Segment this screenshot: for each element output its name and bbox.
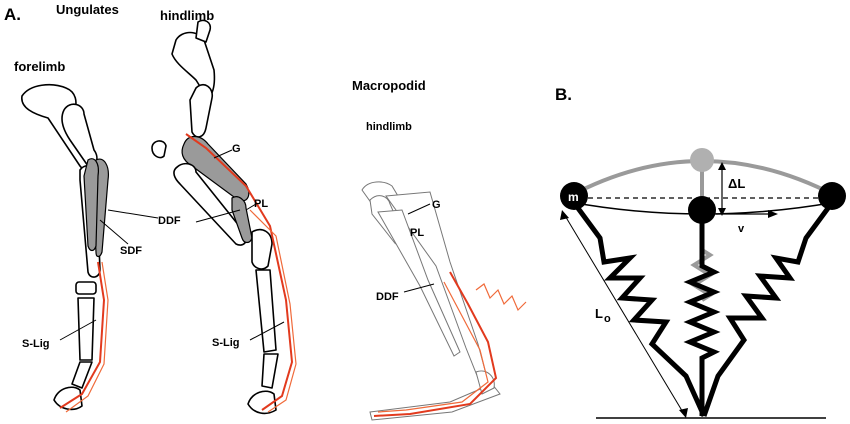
s-lig-pointer-fore — [59, 319, 97, 341]
left-mass — [560, 182, 588, 210]
panel-b-label: B. — [555, 85, 572, 104]
hock-bone — [251, 228, 273, 270]
ungulate-hindlimb — [151, 19, 297, 415]
macropodid-hindlimb-label: hindlimb — [366, 121, 412, 133]
panel-a-label: A. — [4, 5, 21, 24]
g-pointer-hind — [213, 149, 233, 159]
ungulate-forelimb — [21, 83, 109, 413]
rest-length-arrow — [563, 213, 685, 415]
macropodid-spring-symbol — [475, 283, 527, 312]
ddf-pointer-hind — [195, 209, 241, 223]
pl-pointer-hind — [245, 203, 257, 211]
middle-mass — [688, 196, 716, 224]
rest-length-label: L — [595, 306, 603, 321]
g-pointer-macro — [407, 203, 431, 215]
hindlimb-label: hindlimb — [160, 8, 214, 23]
delta-l-label: ΔL — [728, 176, 745, 191]
macropodid-tendon — [373, 271, 498, 417]
velocity-arrowhead — [768, 210, 778, 218]
rest-length-arrowhead-bottom — [679, 408, 688, 418]
g-muscle — [181, 135, 250, 202]
macropodid-title: Macropodid — [352, 78, 426, 93]
spring-mass-model: m ΔL v L o — [560, 148, 846, 419]
delta-l-arrowhead-up — [718, 162, 726, 170]
rest-length-subscript: o — [604, 313, 611, 325]
macropodid-ddf-tendon — [377, 281, 489, 413]
sdf-pointer — [99, 219, 129, 245]
delta-l-arrowhead-down — [718, 208, 726, 216]
pl-label-hind: PL — [254, 198, 268, 210]
s-lig-label-fore: S-Lig — [22, 338, 50, 350]
pastern-bone — [71, 361, 93, 389]
right-mass — [818, 182, 846, 210]
hind-pastern-bone — [261, 353, 279, 389]
hind-pl-tendon — [185, 133, 294, 411]
s-lig-pointer-hind — [249, 321, 285, 341]
ddf-pointer-fore — [107, 209, 159, 219]
patella-bone — [151, 140, 167, 159]
g-label-macro: G — [432, 199, 441, 211]
ungulates-title: Ungulates — [56, 2, 119, 17]
macropodid-fibula — [377, 209, 461, 357]
mass-label: m — [568, 190, 579, 204]
s-lig-label-hind: S-Lig — [212, 337, 240, 349]
hind-cannon-bone — [255, 269, 277, 353]
pl-label-macro: PL — [410, 227, 424, 239]
cannon-bone — [77, 297, 95, 361]
left-leg-spring — [569, 198, 707, 418]
femur-bone — [189, 83, 214, 138]
sdf-muscle — [83, 158, 99, 252]
sdf-label: SDF — [120, 245, 142, 257]
forelimb-label: forelimb — [14, 59, 65, 74]
macropodid-hindlimb — [361, 181, 527, 421]
fore-flexor-tendon — [65, 261, 109, 413]
fore-hoof — [53, 386, 83, 411]
ddf-pointer-macro — [403, 283, 435, 293]
middle-leg-spring — [683, 214, 721, 416]
hind-s-lig-tendon — [249, 209, 297, 413]
g-label-hind: G — [232, 143, 241, 155]
ddf-label-fore: DDF — [158, 215, 181, 227]
right-leg-spring — [701, 198, 837, 417]
rest-length-arrowhead-top — [560, 210, 569, 220]
fore-suspensory-ligament — [59, 261, 106, 409]
pelvis-crest — [195, 19, 212, 43]
ddf-label-macro: DDF — [376, 291, 399, 303]
carpus-bone — [75, 281, 97, 295]
ghost-mass — [690, 148, 714, 172]
velocity-label: v — [738, 223, 745, 235]
macropodid-foot — [369, 383, 501, 421]
